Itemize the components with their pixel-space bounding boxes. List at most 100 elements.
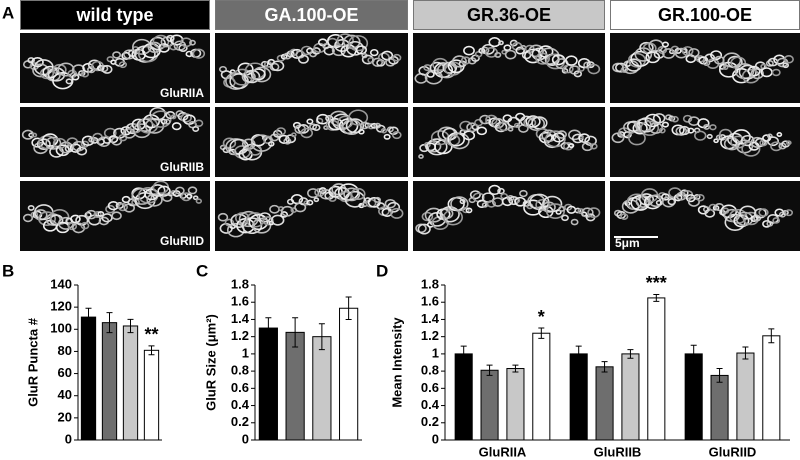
puncta [667, 198, 677, 206]
puncta [544, 130, 566, 148]
error-bar [127, 318, 134, 334]
y-tick-label: 0 [242, 431, 249, 446]
puncta [345, 118, 365, 134]
y-tick-label: 1.2 [421, 328, 439, 343]
y-axis-title: GluR Size (μm²) [203, 314, 218, 411]
puncta [161, 193, 173, 202]
panel-label: A [2, 3, 14, 22]
error-bar [106, 312, 113, 334]
puncta [570, 218, 579, 226]
puncta [149, 106, 166, 121]
puncta [758, 208, 769, 217]
puncta [250, 134, 273, 152]
puncta [28, 132, 35, 138]
y-tick-label: 1.2 [231, 328, 249, 343]
puncta [507, 126, 514, 132]
puncta [671, 115, 679, 123]
puncta [101, 64, 113, 74]
puncta [380, 128, 388, 134]
y-tick-label: 1.4 [421, 311, 440, 326]
bar [80, 316, 97, 441]
texture [414, 37, 601, 85]
puncta [681, 46, 694, 56]
puncta [754, 61, 766, 71]
puncta [49, 214, 64, 226]
y-tick-label: 60 [58, 365, 72, 380]
puncta [661, 41, 669, 48]
puncta [217, 212, 229, 222]
puncta [459, 120, 473, 132]
puncta [750, 136, 764, 148]
puncta [27, 57, 35, 64]
puncta [319, 189, 333, 200]
puncta [738, 64, 757, 80]
puncta [644, 113, 661, 128]
puncta [132, 123, 151, 139]
puncta [662, 48, 676, 59]
puncta [149, 184, 166, 197]
puncta [251, 68, 266, 81]
y-tick-label: 1.6 [231, 294, 249, 309]
puncta [272, 129, 283, 138]
y-tick-label: 0.2 [421, 414, 439, 429]
bar [101, 322, 118, 441]
puncta [131, 187, 153, 205]
puncta [348, 109, 369, 126]
texture [21, 106, 204, 158]
y-tick-label: 40 [58, 387, 72, 402]
puncta [682, 114, 693, 123]
puncta [280, 211, 289, 218]
y-tick-label: 140 [50, 276, 72, 291]
error-bar [538, 327, 545, 339]
error-bar [768, 328, 775, 344]
puncta [786, 140, 792, 146]
puncta [186, 193, 193, 199]
puncta [313, 197, 320, 203]
puncta [312, 123, 321, 131]
puncta [377, 52, 390, 63]
puncta [290, 48, 304, 59]
puncta [706, 133, 713, 140]
error-bar [690, 344, 697, 363]
puncta [180, 113, 192, 123]
puncta [261, 135, 268, 141]
puncta [555, 209, 562, 215]
puncta [476, 126, 488, 136]
puncta [782, 62, 790, 69]
puncta [486, 200, 497, 208]
puncta [303, 200, 310, 206]
y-tick-label: 1 [432, 345, 439, 360]
puncta [112, 51, 122, 59]
puncta [33, 209, 48, 221]
puncta [31, 56, 44, 68]
puncta [343, 187, 361, 202]
puncta [481, 43, 495, 55]
puncta [673, 194, 683, 202]
puncta [47, 67, 66, 82]
puncta [515, 46, 525, 55]
puncta [307, 188, 320, 199]
bar [621, 353, 640, 441]
puncta [70, 214, 81, 224]
puncta [163, 118, 171, 125]
puncta [742, 211, 760, 226]
puncta [106, 56, 114, 63]
header-box [610, 0, 800, 30]
puncta [189, 39, 196, 46]
puncta [194, 119, 204, 127]
puncta [498, 40, 504, 46]
texture [612, 39, 794, 84]
puncta [146, 193, 163, 207]
puncta [385, 58, 396, 67]
puncta [117, 202, 128, 212]
error-bar [85, 307, 92, 327]
puncta [118, 61, 128, 69]
puncta [674, 47, 688, 59]
puncta [535, 198, 550, 212]
puncta [285, 134, 297, 144]
puncta [337, 115, 354, 129]
bar [647, 297, 666, 441]
bar [506, 368, 525, 441]
puncta [562, 64, 574, 74]
y-tick-label: 1.8 [421, 276, 439, 291]
